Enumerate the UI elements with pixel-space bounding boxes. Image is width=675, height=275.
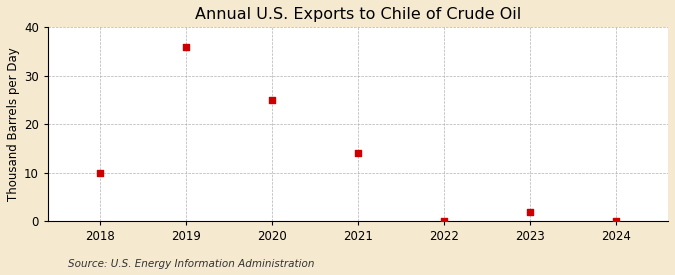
Point [525, 209, 536, 214]
Point [180, 45, 191, 49]
Point [352, 151, 363, 156]
Point [267, 98, 277, 102]
Point [611, 219, 622, 223]
Point [95, 170, 105, 175]
Y-axis label: Thousand Barrels per Day: Thousand Barrels per Day [7, 47, 20, 201]
Point [439, 219, 450, 223]
Text: Source: U.S. Energy Information Administration: Source: U.S. Energy Information Administ… [68, 259, 314, 269]
Title: Annual U.S. Exports to Chile of Crude Oil: Annual U.S. Exports to Chile of Crude Oi… [195, 7, 521, 22]
